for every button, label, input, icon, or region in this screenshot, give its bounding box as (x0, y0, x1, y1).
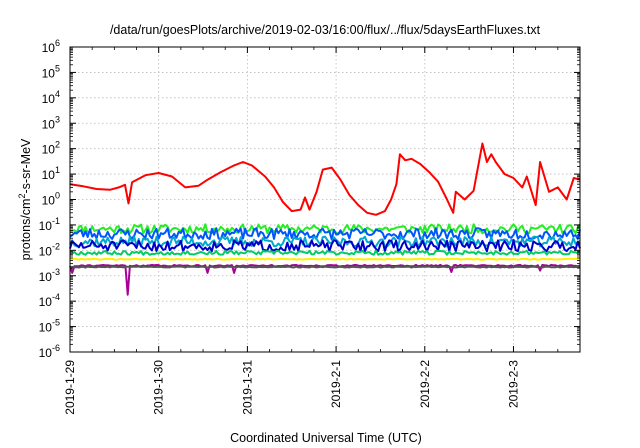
y-tick-exponent: 3 (55, 114, 60, 124)
series-layer (69, 142, 581, 296)
series-line-9 (69, 265, 580, 269)
y-tick-label: 10-4 (39, 292, 60, 309)
y-tick-base: 10 (42, 194, 56, 208)
x-tick-label: 2019-1-29 (63, 360, 77, 415)
y-tick-base: 10 (39, 244, 53, 258)
y-tick-exponent: -5 (52, 318, 60, 328)
series-line-8 (69, 263, 581, 296)
y-tick-label: 10-2 (39, 241, 60, 258)
y-axis-label-post: -s-sr-MeV (19, 138, 33, 194)
y-tick-label: 102 (42, 140, 60, 157)
grid-lines (70, 47, 580, 352)
y-tick-exponent: 4 (55, 89, 60, 99)
y-tick-base: 10 (39, 346, 53, 360)
y-tick-exponent: -3 (52, 267, 60, 277)
y-tick-label: 10-5 (39, 318, 60, 335)
y-tick-label: 106 (42, 38, 60, 55)
y-tick-label: 104 (42, 89, 60, 106)
y-tick-exponent: 5 (55, 63, 60, 73)
y-axis-label: protons/cm2-s-sr-MeV (17, 138, 33, 260)
y-tick-exponent: 2 (55, 140, 60, 150)
y-tick-exponent: -4 (52, 292, 60, 302)
y-tick-labels: 10-610-510-410-310-210-11001011021031041… (39, 38, 60, 360)
chart-title: /data/run/goesPlots/archive/2019-02-03/1… (110, 23, 541, 37)
y-tick-exponent: -2 (52, 241, 60, 251)
tick-marks (69, 46, 580, 353)
y-tick-exponent: 6 (55, 38, 60, 48)
y-tick-label: 10-1 (39, 216, 60, 233)
y-axis-label-pre: protons/cm (19, 199, 33, 261)
series-line-5 (69, 239, 581, 253)
y-tick-base: 10 (39, 321, 53, 335)
x-tick-labels: 2019-1-29 2019-1-30 2019-1-31 2019-2-1 2019-… (63, 360, 520, 415)
x-axis-label: Coordinated Universal Time (UTC) (230, 431, 422, 445)
y-tick-exponent: -6 (52, 343, 60, 353)
y-tick-label: 100 (42, 191, 60, 208)
x-tick-label: 2019-2-2 (418, 360, 432, 408)
y-tick-base: 10 (42, 41, 56, 55)
y-tick-exponent: -1 (52, 216, 60, 226)
y-tick-base: 10 (42, 117, 56, 131)
x-tick-label: 2019-2-1 (329, 360, 343, 408)
y-tick-label: 105 (42, 63, 60, 80)
x-tick-label: 2019-1-30 (152, 360, 166, 415)
y-tick-label: 101 (42, 165, 60, 182)
y-tick-exponent: 1 (55, 165, 60, 175)
x-tick-label: 2019-1-31 (240, 360, 254, 415)
x-tick-label: 2019-2-3 (506, 360, 520, 408)
y-tick-base: 10 (39, 270, 53, 284)
y-tick-label: 103 (42, 114, 60, 131)
y-tick-base: 10 (42, 92, 56, 106)
y-tick-base: 10 (42, 143, 56, 157)
y-tick-base: 10 (42, 66, 56, 80)
series-line-6 (69, 249, 581, 256)
series-line-3 (69, 227, 581, 241)
y-tick-label: 10-6 (39, 343, 60, 360)
y-tick-base: 10 (39, 219, 53, 233)
series-line-2 (69, 223, 581, 235)
y-tick-base: 10 (39, 295, 53, 309)
y-tick-base: 10 (42, 168, 56, 182)
series-line-1 (69, 142, 581, 216)
y-tick-label: 10-3 (39, 267, 60, 284)
series-line-7 (69, 257, 581, 261)
y-tick-exponent: 0 (55, 191, 60, 201)
y-axis-label-sup: 2 (17, 194, 27, 199)
